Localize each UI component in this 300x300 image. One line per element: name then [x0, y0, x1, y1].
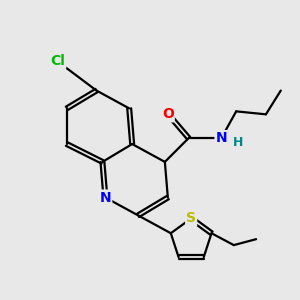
Text: O: O: [162, 107, 174, 121]
Text: S: S: [186, 212, 196, 225]
Text: N: N: [215, 131, 227, 145]
Text: Cl: Cl: [50, 54, 65, 68]
Text: H: H: [232, 136, 243, 149]
Text: N: N: [100, 190, 111, 205]
